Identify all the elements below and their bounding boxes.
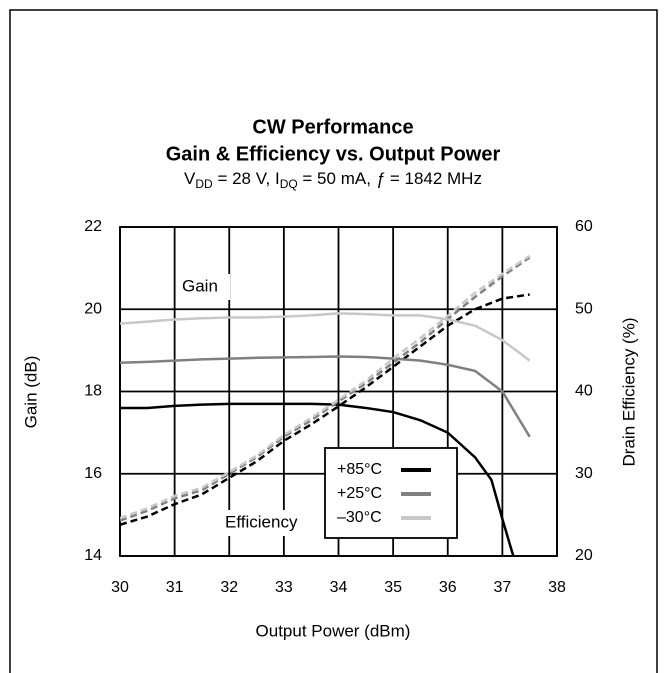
y-tick-label: 22 bbox=[84, 218, 102, 235]
gain-line bbox=[120, 312, 531, 362]
annotation-bg bbox=[222, 510, 296, 536]
x-tick-label: 31 bbox=[166, 579, 184, 596]
x-tick-label: 34 bbox=[330, 579, 348, 596]
x-tick-label: 32 bbox=[220, 579, 238, 596]
subtitle-part: V bbox=[184, 169, 196, 188]
legend-box bbox=[324, 447, 458, 539]
y2-tick-label: 40 bbox=[575, 383, 593, 400]
annotation-bg bbox=[178, 274, 230, 300]
y-tick-label: 20 bbox=[84, 300, 102, 317]
chart-title: CW Performance bbox=[252, 116, 413, 138]
frame bbox=[9, 9, 658, 673]
y-tick-label: 18 bbox=[84, 383, 102, 400]
subtitle-part: = 28 V, I bbox=[213, 169, 280, 188]
subtitle-part: = 1842 MHz bbox=[385, 169, 482, 188]
annotation: Efficiency bbox=[225, 512, 298, 531]
efficiency-line bbox=[120, 256, 531, 522]
x-axis-label: Output Power (dBm) bbox=[256, 621, 411, 640]
x-tick-label: 36 bbox=[439, 579, 457, 596]
x-tick-label: 38 bbox=[548, 579, 566, 596]
annotation: Gain bbox=[182, 276, 218, 295]
subtitle-part: DD bbox=[195, 177, 213, 191]
efficiency-line bbox=[120, 254, 531, 520]
y2-tick-label: 60 bbox=[575, 218, 593, 235]
gain-line bbox=[120, 402, 515, 556]
x-tick-label: 33 bbox=[275, 579, 293, 596]
subtitle-part: ƒ bbox=[376, 169, 385, 188]
y-axis-label: Gain (dB) bbox=[21, 356, 40, 429]
x-tick-label: 37 bbox=[493, 579, 511, 596]
gain-line bbox=[120, 355, 531, 438]
chart-subtitle: VDD = 28 V, IDQ = 50 mA, ƒ = 1842 MHz bbox=[184, 169, 482, 191]
subtitle-part: DQ bbox=[280, 177, 298, 191]
legend-label: –30°C bbox=[337, 509, 382, 526]
y-tick-label: 14 bbox=[84, 547, 102, 564]
subtitle-part: = 50 mA, bbox=[298, 169, 376, 188]
chart-title: Gain & Efficiency vs. Output Power bbox=[166, 143, 501, 165]
legend-label: +25°C bbox=[337, 485, 382, 502]
legend-label: +85°C bbox=[337, 461, 382, 478]
x-tick-label: 35 bbox=[384, 579, 402, 596]
efficiency-line bbox=[120, 293, 530, 526]
y2-axis-label: Drain Efficiency (%) bbox=[619, 318, 638, 467]
y2-tick-label: 20 bbox=[575, 547, 593, 564]
y2-tick-label: 50 bbox=[575, 300, 593, 317]
y-tick-label: 16 bbox=[84, 465, 102, 482]
y2-tick-label: 30 bbox=[575, 465, 593, 482]
x-tick-label: 30 bbox=[111, 579, 129, 596]
